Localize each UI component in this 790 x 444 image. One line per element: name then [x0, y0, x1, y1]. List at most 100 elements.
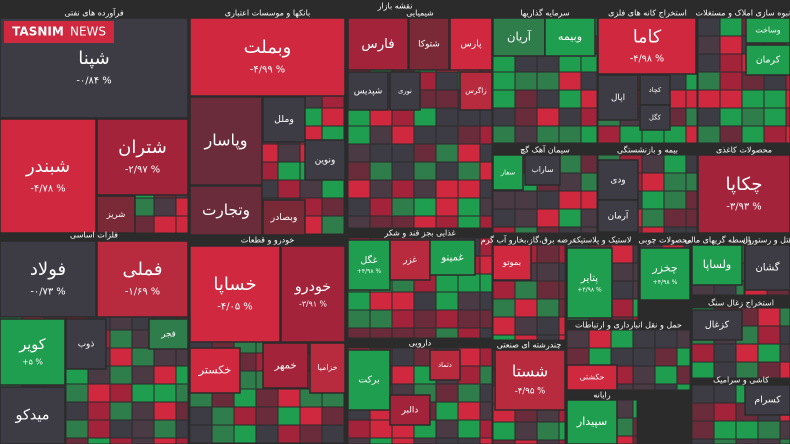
filler-tile	[757, 438, 781, 444]
filler-tile	[369, 419, 393, 439]
stock-label: خزامیا	[317, 363, 337, 372]
filler-tile	[632, 244, 639, 264]
filler-tile	[654, 365, 678, 385]
stock-label: غمینو	[440, 253, 463, 264]
stock-tile	[347, 239, 391, 291]
stock-tile	[189, 347, 241, 394]
filler-tile	[255, 424, 279, 444]
filler-tile	[347, 291, 371, 311]
filler-tile	[391, 437, 415, 444]
filler-tile	[479, 215, 493, 229]
filler-tile	[558, 172, 582, 192]
logo-sub: NEWS	[70, 25, 106, 39]
filler-tile	[685, 89, 698, 109]
filler-tile	[676, 347, 691, 367]
filler-tile	[391, 291, 415, 311]
filler-tile	[610, 347, 634, 367]
filler-tile	[514, 226, 538, 234]
sector-title: خودرو و قطعات	[241, 236, 295, 245]
stock-label: کویر	[18, 337, 45, 353]
filler-tile	[369, 215, 393, 229]
filler-tile	[255, 406, 279, 426]
filler-tile	[343, 107, 346, 127]
filler-tile	[211, 424, 235, 444]
filler-tile	[697, 89, 721, 109]
filler-tile	[757, 343, 781, 363]
stock-tile	[459, 71, 493, 111]
filler-tile	[641, 226, 665, 234]
filler-tile	[558, 226, 582, 234]
filler-tile	[514, 316, 538, 336]
filler-tile	[175, 419, 189, 439]
filler-tile	[757, 325, 781, 345]
stock-label: کگل	[649, 114, 662, 122]
sector-title: بیمه و بازنشستگی	[617, 145, 678, 155]
stock-tile	[262, 199, 306, 236]
filler-tile	[435, 215, 459, 229]
filler-tile	[457, 383, 481, 403]
filler-tile	[676, 383, 691, 391]
stock-tile	[597, 199, 639, 233]
filler-tile	[610, 298, 634, 318]
filler-tile	[277, 161, 301, 181]
filler-tile	[597, 125, 621, 144]
stock-label: شستا	[512, 363, 548, 381]
filler-tile	[153, 215, 177, 234]
stock-label: میدکو	[14, 408, 49, 424]
filler-tile	[719, 89, 743, 109]
filler-tile	[514, 125, 538, 144]
filler-tile	[685, 107, 698, 127]
filler-tile	[632, 298, 639, 318]
stock-label: زاگرس	[465, 86, 486, 95]
filler-tile	[435, 197, 459, 217]
filler-tile	[347, 327, 371, 339]
filler-tile	[580, 190, 598, 210]
filler-tile	[685, 154, 698, 174]
filler-tile	[131, 401, 155, 421]
filler-tile	[131, 383, 155, 403]
filler-tile	[343, 197, 346, 217]
filler-tile	[558, 334, 566, 341]
filler-tile	[558, 280, 566, 300]
filler-tile	[492, 280, 516, 300]
filler-tile	[435, 309, 459, 329]
stock-label: وبصادر	[270, 212, 298, 223]
stock-label: کاما	[633, 27, 662, 47]
filler-tile	[492, 334, 516, 341]
filler-tile	[479, 273, 493, 293]
sector-title: غذایی بجز قند و شکر	[383, 229, 455, 238]
stock-label: دتماد	[438, 361, 452, 369]
filler-tile	[457, 437, 481, 444]
filler-tile	[435, 383, 459, 403]
filler-tile	[785, 125, 790, 144]
stock-label: وپاسار	[203, 131, 247, 151]
filler-tile	[514, 298, 538, 318]
filler-tile	[632, 417, 638, 437]
filler-tile	[479, 143, 493, 163]
filler-tile	[435, 327, 459, 339]
filler-tile	[131, 347, 155, 367]
stock-label: خمهر	[273, 361, 296, 372]
filler-tile	[580, 226, 598, 234]
stock-tile	[389, 394, 431, 426]
filler-tile	[435, 291, 459, 311]
filler-tile	[479, 419, 493, 439]
sector-title: واسطه گریهای مالی	[684, 235, 752, 245]
filler-tile	[435, 107, 459, 127]
filler-tile	[87, 383, 111, 403]
filler-tile	[153, 197, 177, 217]
filler-tile	[663, 154, 687, 174]
sector-title: انبوه سازی املاک و مستغلات	[696, 9, 790, 18]
filler-tile	[369, 179, 393, 199]
filler-tile	[536, 89, 560, 109]
filler-tile	[713, 438, 737, 444]
filler-tile	[685, 208, 698, 228]
filler-tile	[413, 291, 437, 311]
filler-tile	[654, 347, 678, 367]
filler-tile	[457, 309, 481, 329]
filler-tile	[435, 143, 459, 163]
filler-tile	[632, 435, 638, 444]
filler-tile	[413, 179, 437, 199]
filler-tile	[514, 421, 538, 441]
filler-tile	[65, 437, 89, 444]
